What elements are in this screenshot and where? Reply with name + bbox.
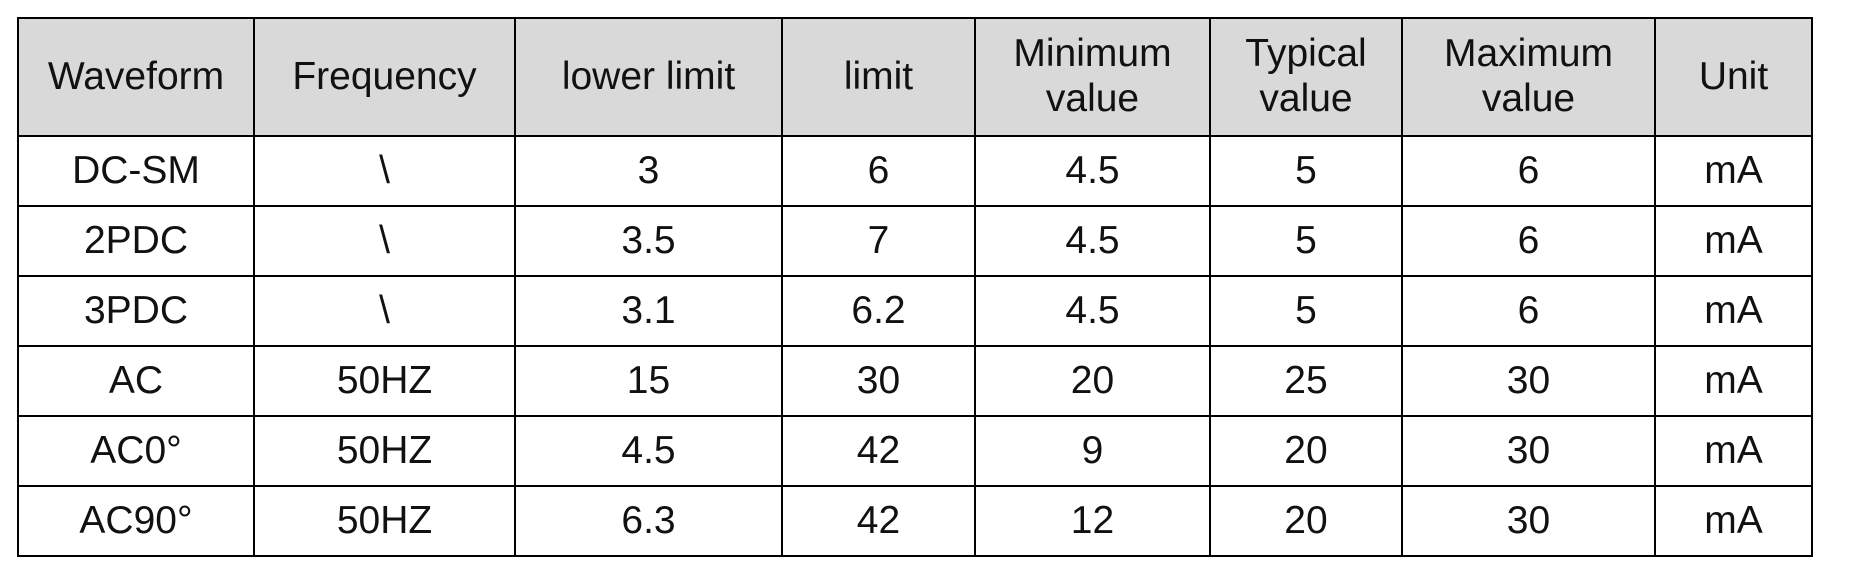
table-cell: 4.5 xyxy=(514,415,783,487)
table-cell: 6.2 xyxy=(781,275,976,347)
table-cell: 3.5 xyxy=(514,205,783,277)
table-cell: \ xyxy=(253,205,516,277)
table-cell: DC-SM xyxy=(17,135,255,207)
table-cell: mA xyxy=(1654,485,1813,557)
table-cell: 20 xyxy=(974,345,1211,417)
table-row: AC 50HZ 15 30 20 25 30 mA xyxy=(17,345,1813,417)
table-row: AC0° 50HZ 4.5 42 9 20 30 mA xyxy=(17,415,1813,487)
table-cell: 12 xyxy=(974,485,1211,557)
table-cell: 4.5 xyxy=(974,275,1211,347)
header-cell: Typical value xyxy=(1209,17,1403,137)
table-cell: AC xyxy=(17,345,255,417)
table-cell: 50HZ xyxy=(253,485,516,557)
table-cell: 42 xyxy=(781,485,976,557)
table-row: AC90° 50HZ 6.3 42 12 20 30 mA xyxy=(17,485,1813,557)
table-cell: 42 xyxy=(781,415,976,487)
table-cell: 6 xyxy=(781,135,976,207)
table-body: DC-SM \ 3 6 4.5 5 6 mA 2PDC \ 3.5 7 4.5 5 6 mA 3PDC \ 3.1 6… xyxy=(17,135,1813,557)
table-cell: 20 xyxy=(1209,415,1403,487)
table-cell: 2PDC xyxy=(17,205,255,277)
table-cell: AC90° xyxy=(17,485,255,557)
header-cell: limit xyxy=(781,17,976,137)
table-cell: mA xyxy=(1654,275,1813,347)
table-cell: 3 xyxy=(514,135,783,207)
table-header: Waveform Frequency lower limit limit Minimum… xyxy=(17,17,1813,137)
header-cell: Maximum value xyxy=(1401,17,1656,137)
header-cell: Minimum value xyxy=(974,17,1211,137)
table-cell: 30 xyxy=(781,345,976,417)
table-cell: 6 xyxy=(1401,205,1656,277)
table-cell: 3PDC xyxy=(17,275,255,347)
table-cell: 30 xyxy=(1401,345,1656,417)
table-cell: \ xyxy=(253,275,516,347)
table-row: 2PDC \ 3.5 7 4.5 5 6 mA xyxy=(17,205,1813,277)
table-row: 3PDC \ 3.1 6.2 4.5 5 6 mA xyxy=(17,275,1813,347)
table-row: DC-SM \ 3 6 4.5 5 6 mA xyxy=(17,135,1813,207)
table-cell: 6 xyxy=(1401,275,1656,347)
table-cell: 15 xyxy=(514,345,783,417)
header-row: Waveform Frequency lower limit limit Minimum… xyxy=(17,17,1813,137)
table-cell: 5 xyxy=(1209,135,1403,207)
table-cell: AC0° xyxy=(17,415,255,487)
table-cell: 7 xyxy=(781,205,976,277)
table-cell: 20 xyxy=(1209,485,1403,557)
table-cell: 5 xyxy=(1209,205,1403,277)
table-cell: 25 xyxy=(1209,345,1403,417)
table-cell: 6 xyxy=(1401,135,1656,207)
table-cell: mA xyxy=(1654,415,1813,487)
header-cell: lower limit xyxy=(514,17,783,137)
spec-table: Waveform Frequency lower limit limit Minimum… xyxy=(17,17,1813,557)
header-cell: Frequency xyxy=(253,17,516,137)
table-cell: 5 xyxy=(1209,275,1403,347)
table-cell: 50HZ xyxy=(253,415,516,487)
table-cell: mA xyxy=(1654,205,1813,277)
table-cell: mA xyxy=(1654,345,1813,417)
table-cell: \ xyxy=(253,135,516,207)
table-cell: 30 xyxy=(1401,415,1656,487)
table-cell: 9 xyxy=(974,415,1211,487)
table-cell: 50HZ xyxy=(253,345,516,417)
table-cell: 6.3 xyxy=(514,485,783,557)
header-cell: Unit xyxy=(1654,17,1813,137)
table-cell: mA xyxy=(1654,135,1813,207)
table-cell: 4.5 xyxy=(974,205,1211,277)
table-cell: 3.1 xyxy=(514,275,783,347)
table-cell: 30 xyxy=(1401,485,1656,557)
header-cell: Waveform xyxy=(17,17,255,137)
table-cell: 4.5 xyxy=(974,135,1211,207)
